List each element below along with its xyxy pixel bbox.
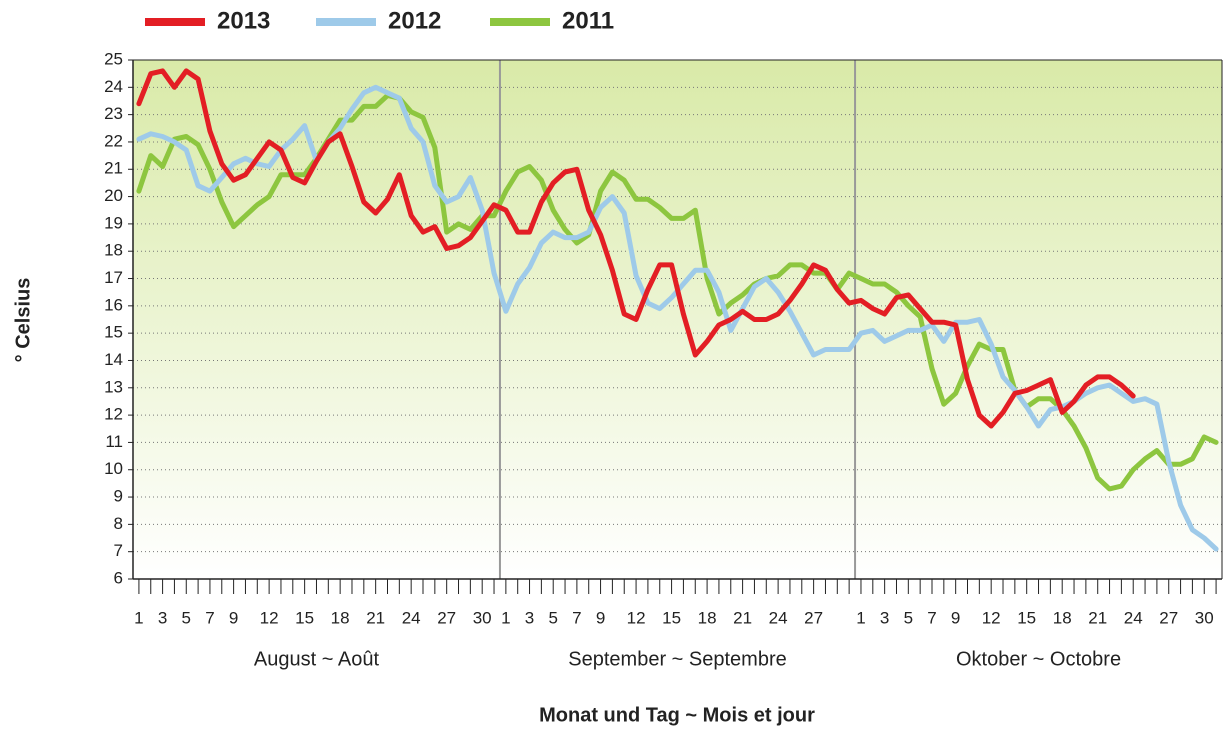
x-tick-label: 15 (295, 608, 314, 627)
x-tick-label: 27 (1159, 608, 1178, 627)
x-tick-label: 3 (525, 608, 534, 627)
series-line (136, 68, 1136, 429)
y-tick-label: 19 (104, 213, 123, 232)
x-tick-label: 27 (437, 608, 456, 627)
month-label: Oktober ~ Octobre (956, 648, 1121, 670)
y-tick-label: 9 (114, 487, 123, 506)
y-tick-label: 8 (114, 514, 123, 533)
y-tick-label: 18 (104, 241, 123, 260)
x-tick-label: 27 (804, 608, 823, 627)
y-tick-label: 20 (104, 186, 123, 205)
y-tick-label: 13 (104, 377, 123, 396)
x-tick-label: 18 (1053, 608, 1072, 627)
y-tick-label: 24 (104, 77, 123, 96)
x-tick-label: 7 (927, 608, 936, 627)
x-tick-label: 15 (1017, 608, 1036, 627)
x-tick-label: 12 (260, 608, 279, 627)
legend-label: 2011 (562, 7, 614, 34)
x-tick-label: 7 (572, 608, 581, 627)
x-tick-label: 30 (1195, 608, 1214, 627)
x-tick-label: 12 (627, 608, 646, 627)
x-tick-label: 5 (182, 608, 191, 627)
x-tick-label: 24 (769, 608, 788, 627)
month-label: September ~ Septembre (568, 648, 786, 670)
y-tick-label: 11 (105, 432, 123, 451)
x-tick-label: 1 (501, 608, 510, 627)
x-tick-label: 12 (982, 608, 1001, 627)
x-tick-label: 21 (1088, 608, 1107, 627)
x-tick-label: 18 (698, 608, 717, 627)
x-tick-label: 30 (473, 608, 492, 627)
x-tick-label: 5 (904, 608, 913, 627)
month-label: August ~ Août (254, 648, 380, 670)
x-tick-label: 21 (366, 608, 385, 627)
x-tick-label: 5 (548, 608, 557, 627)
plot-area (133, 60, 1222, 579)
y-tick-label: 10 (104, 459, 123, 478)
x-tick-label: 24 (1124, 608, 1143, 627)
x-axis-title: Monat und Tag ~ Mois et jour (539, 704, 815, 726)
x-tick-label: 7 (205, 608, 214, 627)
y-tick-label: 17 (104, 268, 123, 287)
y-tick-label: 23 (104, 104, 123, 123)
y-tick-label: 25 (104, 49, 123, 68)
legend-label: 2012 (388, 7, 441, 34)
y-tick-label: 15 (104, 323, 123, 342)
x-tick-label: 1 (134, 608, 143, 627)
x-tick-label: 9 (229, 608, 238, 627)
x-tick-label: 9 (951, 608, 960, 627)
y-tick-label: 14 (104, 350, 123, 369)
y-tick-label: 21 (104, 159, 123, 178)
y-tick-label: 16 (104, 295, 123, 314)
x-tick-label: 9 (596, 608, 605, 627)
x-tick-label: 21 (733, 608, 752, 627)
x-tick-label: 15 (662, 608, 681, 627)
x-tick-label: 24 (402, 608, 421, 627)
x-tick-label: 3 (880, 608, 889, 627)
y-tick-label: 6 (114, 568, 123, 587)
y-tick-label: 12 (104, 405, 123, 424)
y-axis-title: ° Celsius (12, 278, 34, 363)
y-tick-label: 22 (104, 131, 123, 150)
legend-label: 2013 (217, 7, 270, 34)
x-tick-label: 3 (158, 608, 167, 627)
x-tick-label: 1 (856, 608, 865, 627)
y-tick-label: 7 (114, 541, 123, 560)
x-tick-label: 18 (331, 608, 350, 627)
